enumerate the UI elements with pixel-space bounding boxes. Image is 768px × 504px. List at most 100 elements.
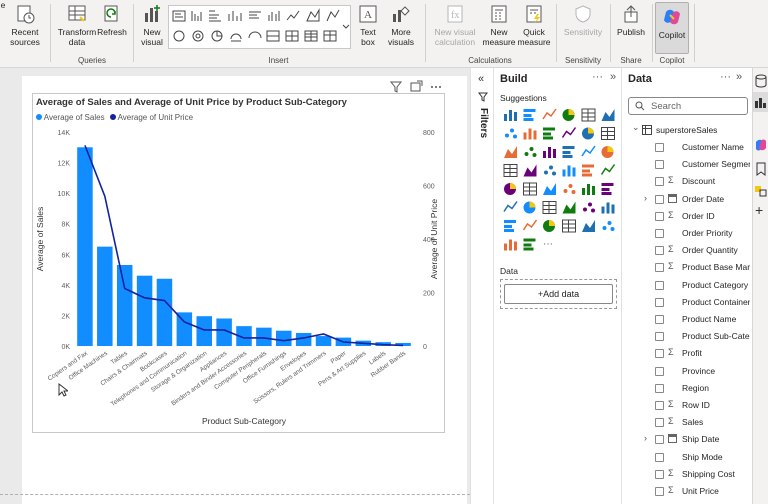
field-row[interactable]: Σ Product Base Margin — [622, 259, 752, 276]
field-row[interactable]: Order Priority — [622, 225, 752, 242]
data-well-dropzone[interactable]: +Add data — [500, 279, 617, 309]
publish-button[interactable]: Publish — [614, 0, 648, 37]
visual-type-icon[interactable] — [543, 220, 555, 232]
visual-type-icon[interactable] — [562, 146, 575, 158]
field-checkbox[interactable] — [655, 366, 664, 376]
field-row[interactable]: › Order Date — [622, 191, 752, 208]
expand-filters-icon[interactable]: « — [478, 73, 485, 85]
field-row[interactable]: Customer Name — [622, 139, 752, 156]
field-row[interactable]: Province — [622, 363, 752, 380]
filters-pane-collapsed[interactable]: « Filters — [470, 68, 494, 504]
field-checkbox[interactable] — [655, 194, 664, 204]
visual-type-icon[interactable] — [581, 145, 596, 157]
build-pane-switch-active[interactable] — [753, 92, 768, 112]
field-checkbox[interactable] — [655, 297, 664, 307]
field-checkbox[interactable] — [655, 263, 664, 273]
field-checkbox[interactable] — [655, 469, 664, 479]
field-row[interactable]: Σ Profit — [622, 345, 752, 362]
visualization-icon-grid[interactable]: ··· — [502, 106, 620, 256]
field-checkbox[interactable] — [655, 315, 664, 324]
new-visual-button[interactable]: New visual — [137, 0, 167, 47]
chevron-down-icon[interactable]: ⌄ — [632, 122, 640, 132]
recent-sources-button[interactable]: Recent sources — [6, 0, 44, 47]
visual-type-icon[interactable] — [522, 219, 538, 231]
field-checkbox[interactable] — [655, 383, 664, 393]
field-row[interactable]: Σ Shipping Cost — [622, 466, 752, 483]
sales-bar[interactable] — [256, 327, 272, 346]
table-node[interactable]: ⌄ superstoreSales — [622, 122, 752, 139]
visual-type-icon[interactable] — [601, 202, 615, 214]
more-options-icon[interactable] — [431, 86, 441, 88]
visual-type-icon[interactable] — [503, 164, 518, 177]
visual-type-icon[interactable] — [503, 201, 518, 212]
sales-bar[interactable] — [176, 312, 193, 346]
field-row[interactable]: Product Container — [622, 294, 752, 311]
chevron-right-icon[interactable]: › — [644, 433, 647, 444]
visual-type-icon[interactable] — [582, 220, 595, 232]
visual-type-icon[interactable] — [561, 127, 577, 138]
sales-bar[interactable] — [156, 278, 173, 346]
visual-type-icon[interactable] — [504, 183, 516, 195]
visual-type-icon[interactable] — [562, 219, 576, 233]
visual-type-icon[interactable] — [583, 202, 595, 213]
filter-icon[interactable] — [389, 81, 403, 93]
field-checkbox[interactable] — [655, 452, 664, 462]
field-row[interactable]: Σ Discount — [622, 173, 752, 190]
visual-type-icon[interactable] — [504, 239, 517, 251]
visual-type-icon[interactable] — [523, 201, 536, 214]
field-checkbox[interactable] — [655, 435, 664, 445]
unit-price-line[interactable] — [84, 145, 404, 347]
sales-bar[interactable] — [136, 275, 153, 346]
visual-type-icon[interactable] — [601, 183, 614, 195]
sales-bar[interactable] — [276, 330, 292, 346]
data-more-options-icon[interactable]: ··· — [720, 71, 731, 83]
visual-type-icon[interactable] — [504, 146, 517, 158]
visual-type-icon[interactable] — [563, 184, 576, 194]
sales-bar[interactable] — [236, 326, 252, 346]
sales-bar[interactable] — [77, 147, 93, 346]
visual-type-icon[interactable] — [524, 147, 537, 157]
field-checkbox[interactable] — [655, 280, 664, 290]
build-more-options-icon[interactable]: ··· — [592, 71, 603, 83]
bookmarks-icon[interactable] — [754, 162, 768, 176]
focus-mode-icon[interactable] — [410, 80, 423, 92]
visual-type-icon[interactable] — [562, 109, 575, 121]
field-checkbox[interactable] — [655, 160, 664, 170]
field-row[interactable]: Σ Row ID — [622, 397, 752, 414]
text-box-button[interactable]: A Text box — [354, 0, 382, 47]
field-checkbox[interactable] — [655, 229, 664, 238]
field-checkbox[interactable] — [655, 211, 664, 221]
sales-bar[interactable] — [295, 333, 312, 346]
sales-bar[interactable] — [315, 336, 332, 346]
sensitivity-button[interactable]: Sensitivity — [560, 0, 606, 37]
visual-type-icon[interactable] — [542, 108, 557, 120]
new-visual-calculation-button[interactable]: fx New visual calculation — [429, 0, 481, 47]
field-row[interactable]: Product Sub-Category — [622, 328, 752, 345]
chevron-right-icon[interactable]: › — [644, 192, 647, 203]
field-row[interactable]: Product Category — [622, 277, 752, 294]
visual-type-icon[interactable] — [562, 165, 576, 177]
field-row[interactable]: Σ Order Quantity — [622, 242, 752, 259]
field-row[interactable]: › Ship Date — [622, 431, 752, 448]
collapse-data-icon[interactable]: » — [736, 71, 743, 83]
field-checkbox[interactable] — [655, 349, 664, 359]
data-search-input[interactable]: Search — [628, 97, 748, 115]
visual-type-icon[interactable] — [523, 109, 536, 121]
copilot-button[interactable]: Copilot — [655, 2, 689, 54]
transform-data-button[interactable]: Transform data — [56, 0, 98, 47]
visual-type-icon[interactable] — [582, 184, 595, 195]
combo-chart-visual[interactable]: Average of Sales and Average of Unit Pri… — [32, 93, 445, 433]
visual-type-icon[interactable] — [523, 182, 537, 196]
copilot-pane-icon[interactable] — [754, 138, 768, 152]
more-visuals-ellipsis[interactable]: ··· — [543, 239, 553, 250]
field-checkbox[interactable] — [655, 177, 664, 187]
visual-type-icon[interactable] — [544, 165, 556, 176]
visual-type-icon[interactable] — [523, 128, 537, 140]
field-row[interactable]: Customer Segment — [622, 156, 752, 173]
visual-gallery[interactable] — [168, 5, 351, 49]
field-row[interactable]: Σ Order ID — [622, 208, 752, 225]
sales-bar[interactable] — [97, 246, 113, 346]
field-row[interactable]: Region — [622, 380, 752, 397]
add-data-button[interactable]: +Add data — [504, 284, 613, 304]
more-visuals-button[interactable]: More visuals — [382, 0, 420, 47]
